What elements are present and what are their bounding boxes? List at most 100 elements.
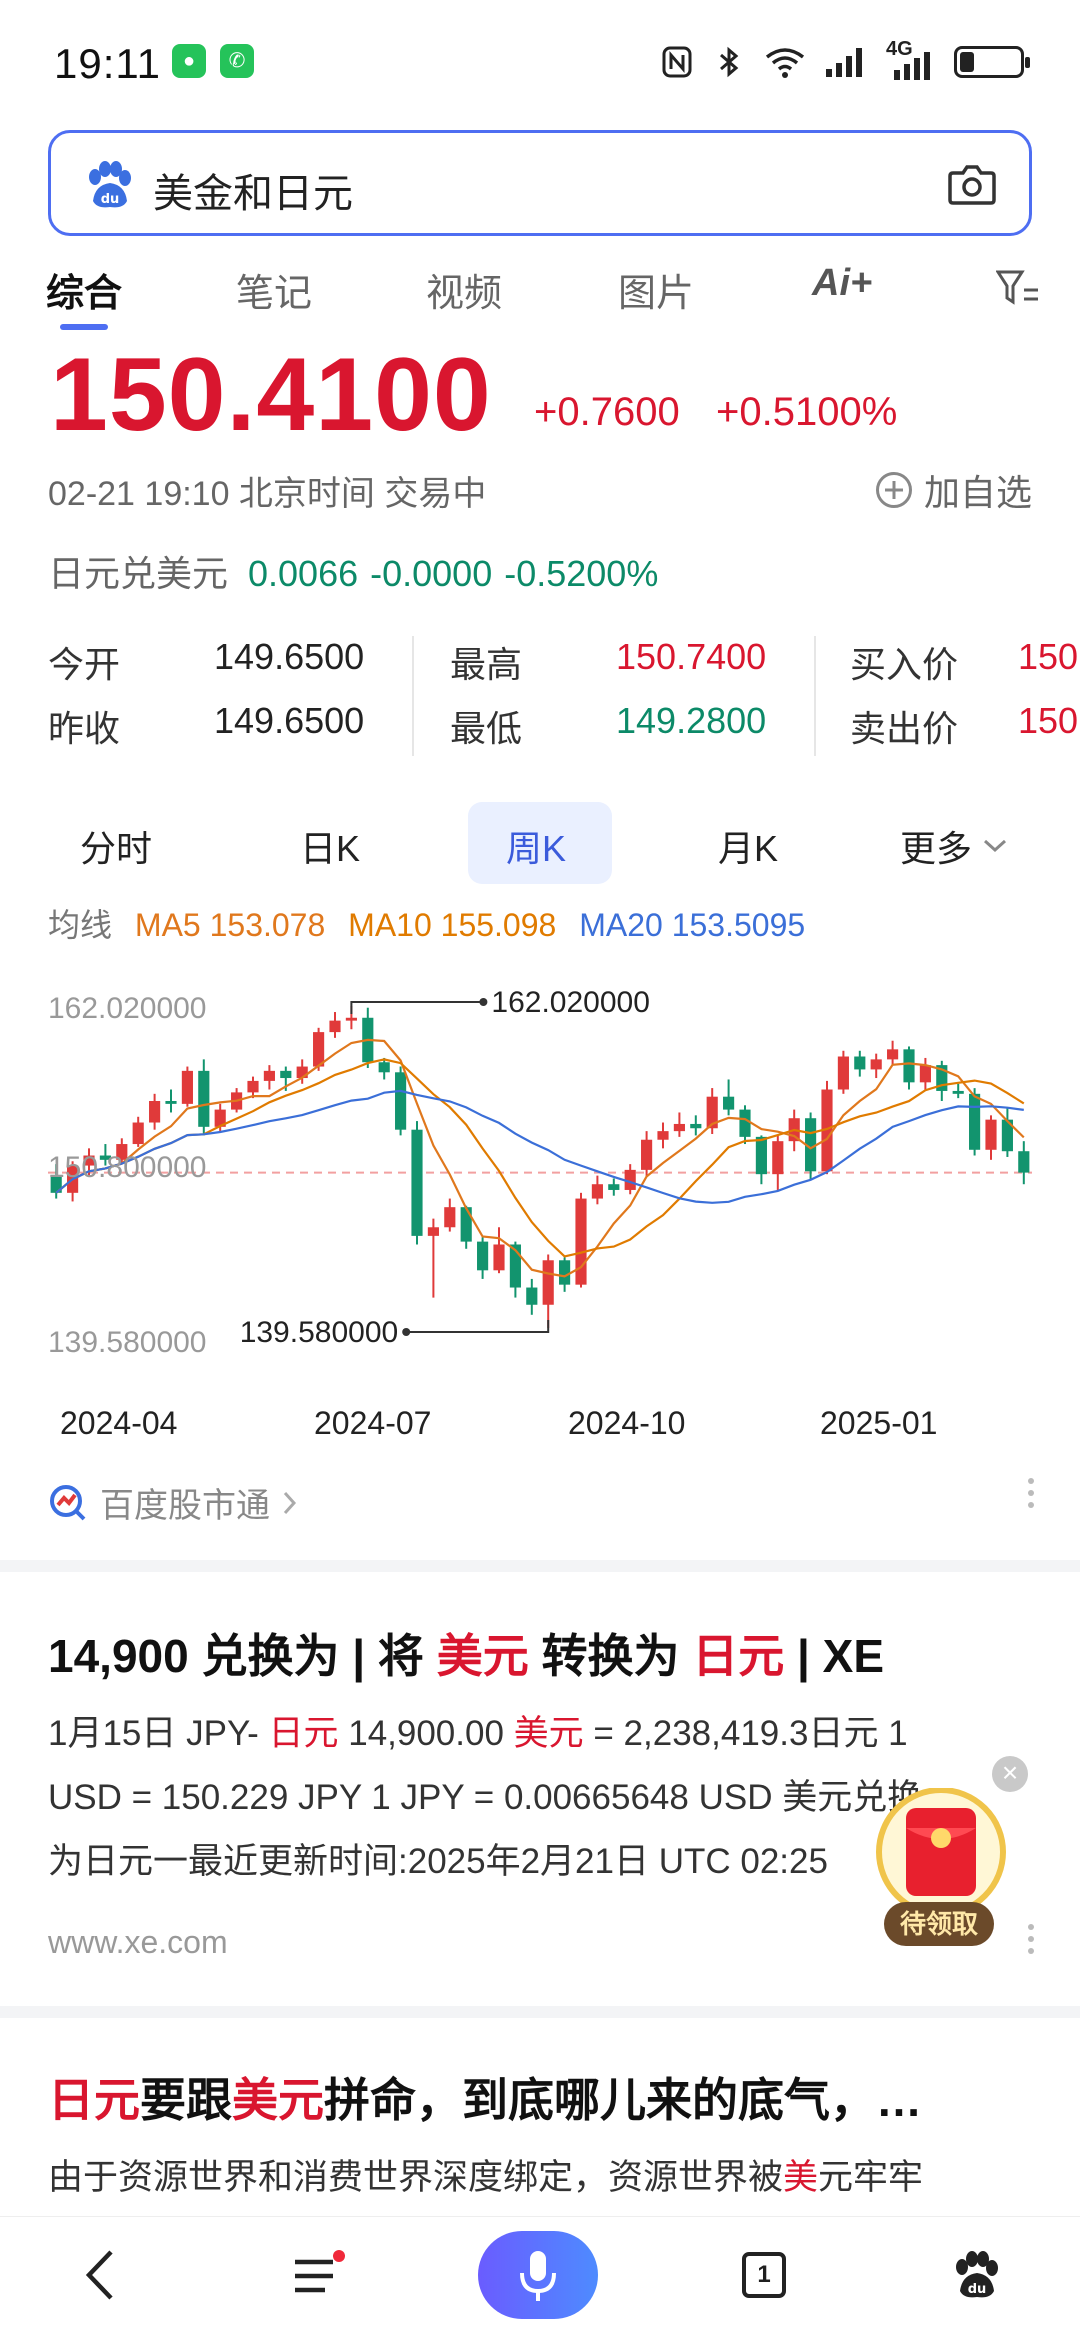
section-divider <box>0 2006 1080 2018</box>
candle-body <box>460 1207 472 1242</box>
candlestick-chart[interactable]: 162.020000 150.800000 139.580000 162.020000… <box>0 950 1080 1450</box>
candle-body <box>919 1065 931 1083</box>
microphone-icon <box>520 2251 556 2301</box>
high-value: 150.7400 <box>616 636 767 677</box>
search-box[interactable]: du 美金和日元 <box>48 130 1032 236</box>
open-label: 今开 <box>48 644 121 685</box>
y-axis-mid-label: 150.800000 <box>48 1151 207 1184</box>
search-input[interactable]: 美金和日元 <box>153 172 353 216</box>
stock-app-icon <box>50 1484 86 1520</box>
period-tab-more-label: 更多 <box>900 828 973 869</box>
min-marker-line <box>408 1320 550 1333</box>
add-watchlist-label: 加自选 <box>923 472 1032 513</box>
result-url[interactable]: www.xe.com <box>48 1924 228 1960</box>
wechat-icon: ● <box>172 44 206 78</box>
divider <box>814 636 816 756</box>
ma10-line <box>55 1058 1025 1258</box>
reverse-rate-price: 0.0066 <box>248 553 359 594</box>
result-title[interactable]: 14,900 兑换为 | 将 美元 转换为 日元 | XE <box>48 1620 884 1686</box>
candle-body <box>952 1090 964 1094</box>
candle-body <box>641 1139 653 1170</box>
period-tab-weekly[interactable]: 周K <box>506 828 567 869</box>
x-axis-tick-label: 2024-07 <box>314 1405 431 1441</box>
candle-body <box>559 1260 571 1285</box>
snippet-line: 为日元一最近更新时间:2025年2月21日 UTC 02:25 <box>48 1842 828 1881</box>
period-tab-intraday[interactable]: 分时 <box>80 828 153 869</box>
reverse-rate: 日元兑美元 0.0066 -0.0000 -0.5200% <box>48 545 670 597</box>
candle-body <box>673 1123 685 1132</box>
candle-body <box>99 1155 111 1160</box>
candle-body <box>263 1070 275 1081</box>
candle-body <box>542 1260 554 1305</box>
tabs-button[interactable]: 1 <box>724 2217 804 2331</box>
result-snippet: 1月15日 JPY- 日元 14,900.00 美元 = 2,238,419.3… <box>48 1702 1038 1894</box>
candle-body <box>149 1100 161 1123</box>
snippet-text: 1月15日 JPY- <box>48 1714 269 1753</box>
candle-body <box>1018 1151 1030 1173</box>
candle-body <box>821 1089 833 1172</box>
price-change: +0.7600 <box>534 390 680 434</box>
red-packet-icon[interactable] <box>876 1788 1006 1948</box>
candle-body <box>280 1070 292 1079</box>
bid-label: 买入价 <box>850 644 959 685</box>
back-button[interactable] <box>60 2217 140 2331</box>
candle-body <box>477 1241 489 1271</box>
candle-body <box>411 1129 423 1236</box>
quote-time-status: 02-21 19:10 北京时间 交易中 <box>48 475 487 513</box>
voice-search-button[interactable] <box>478 2231 598 2319</box>
reverse-rate-change: -0.0000 <box>370 553 493 594</box>
high-label: 最高 <box>450 644 523 685</box>
menu-button[interactable] <box>272 2217 362 2331</box>
period-tab-more[interactable]: 更多 <box>900 820 1008 872</box>
tab-all[interactable]: 综合 <box>46 273 123 315</box>
highlight-term: 美元 <box>513 1714 584 1753</box>
more-options-icon[interactable] <box>1028 1924 1036 1960</box>
tab-ai[interactable]: Ai+ <box>812 262 873 304</box>
ma10-value: MA10 155.098 <box>348 907 557 943</box>
candle-body <box>1001 1119 1013 1152</box>
candle-body <box>657 1131 669 1140</box>
svg-text:du: du <box>968 2282 987 2297</box>
price-change-percent: +0.5100% <box>716 390 898 434</box>
filter-icon[interactable] <box>996 268 1040 308</box>
candle-body <box>624 1169 636 1190</box>
result-title[interactable]: 日元要跟美元拼命，到底哪儿来的底气，… <box>48 2064 922 2130</box>
tab-notes[interactable]: 笔记 <box>236 273 313 315</box>
period-tab-monthly[interactable]: 月K <box>718 828 779 869</box>
snippet-text: 元牢牢 <box>818 2158 924 2197</box>
add-watchlist-button[interactable]: 加自选 <box>875 464 1032 516</box>
candle-body <box>755 1136 767 1175</box>
candle-body <box>772 1141 784 1175</box>
source-link[interactable]: 百度股市通 <box>48 1478 298 1527</box>
candle-body <box>690 1123 702 1129</box>
candle-body <box>723 1096 735 1110</box>
low-value: 149.2800 <box>616 700 767 741</box>
ma20-line <box>55 1089 1024 1204</box>
candle-body <box>296 1066 308 1079</box>
candle-body <box>837 1056 849 1090</box>
more-options-icon[interactable] <box>1028 1478 1036 1514</box>
close-icon[interactable]: × <box>992 1756 1028 1792</box>
red-packet-label[interactable]: 待领取 <box>884 1902 994 1946</box>
candle-body <box>854 1056 866 1070</box>
candle-body <box>83 1155 95 1166</box>
period-tab-active-bg <box>468 802 612 884</box>
highlight-term: 美 <box>783 2158 819 2197</box>
bluetooth-icon <box>720 46 739 78</box>
candle-body <box>444 1207 456 1228</box>
tab-video[interactable]: 视频 <box>426 273 503 315</box>
divider <box>412 636 414 756</box>
baidu-paw-icon: du <box>956 2250 998 2297</box>
ask-value: 150 <box>1018 700 1079 741</box>
candle-body <box>575 1198 587 1285</box>
period-tab-daily[interactable]: 日K <box>300 828 361 869</box>
tab-images[interactable]: 图片 <box>618 273 695 315</box>
section-divider <box>0 1560 1080 1572</box>
camera-icon[interactable] <box>947 161 997 207</box>
ma5-line <box>55 1038 1025 1278</box>
candle-body <box>969 1093 981 1150</box>
result-title-text: 14,900 兑换为 | 将 <box>48 1630 437 1682</box>
current-price: 150.4100 <box>50 337 492 453</box>
profile-button[interactable]: du <box>936 2217 1016 2331</box>
candle-body <box>116 1144 128 1160</box>
